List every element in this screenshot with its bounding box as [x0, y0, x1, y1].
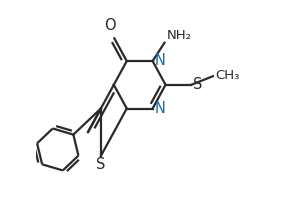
- Text: S: S: [192, 77, 202, 92]
- Text: N: N: [154, 101, 165, 117]
- Text: NH₂: NH₂: [167, 29, 192, 42]
- Text: S: S: [96, 157, 106, 172]
- Text: CH₃: CH₃: [215, 69, 240, 82]
- Text: N: N: [154, 53, 165, 68]
- Text: O: O: [104, 18, 116, 33]
